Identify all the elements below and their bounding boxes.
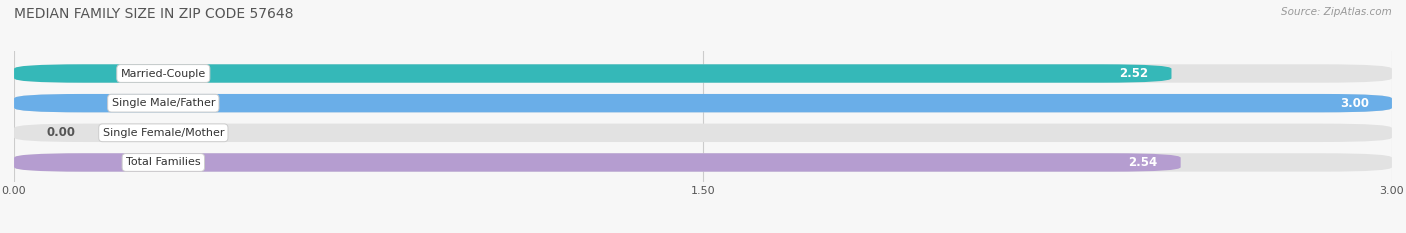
- FancyBboxPatch shape: [14, 64, 1392, 83]
- Text: 2.54: 2.54: [1129, 156, 1157, 169]
- Text: Total Families: Total Families: [127, 158, 201, 168]
- Text: Source: ZipAtlas.com: Source: ZipAtlas.com: [1281, 7, 1392, 17]
- FancyBboxPatch shape: [14, 94, 1392, 112]
- FancyBboxPatch shape: [14, 64, 1171, 83]
- Text: Married-Couple: Married-Couple: [121, 69, 205, 79]
- Text: Single Female/Mother: Single Female/Mother: [103, 128, 224, 138]
- FancyBboxPatch shape: [14, 153, 1181, 172]
- FancyBboxPatch shape: [14, 153, 1392, 172]
- FancyBboxPatch shape: [14, 94, 1392, 112]
- Text: 2.52: 2.52: [1119, 67, 1149, 80]
- Text: MEDIAN FAMILY SIZE IN ZIP CODE 57648: MEDIAN FAMILY SIZE IN ZIP CODE 57648: [14, 7, 294, 21]
- Text: 0.00: 0.00: [46, 126, 75, 139]
- FancyBboxPatch shape: [14, 124, 1392, 142]
- Text: 3.00: 3.00: [1340, 97, 1369, 110]
- Text: Single Male/Father: Single Male/Father: [111, 98, 215, 108]
